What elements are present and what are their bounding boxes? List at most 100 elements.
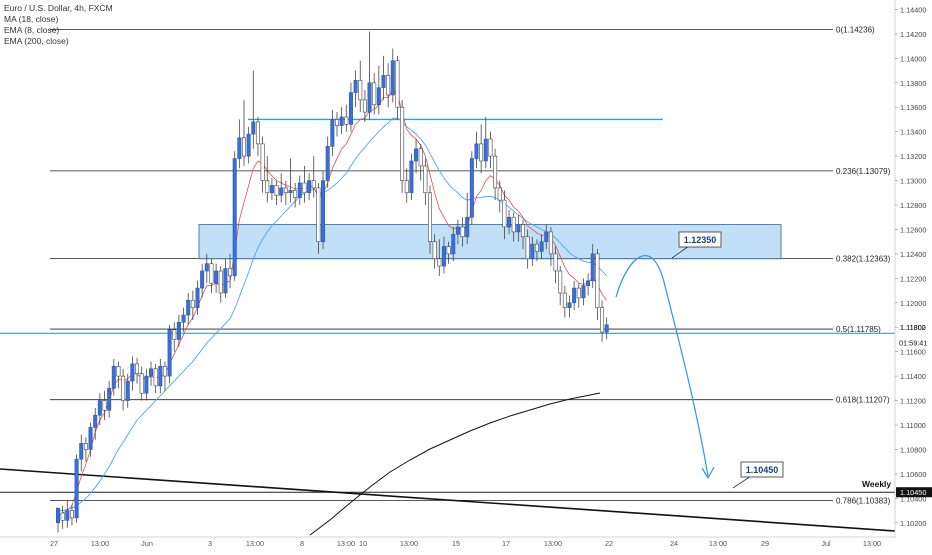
candle[interactable] [130, 356, 135, 391]
candle[interactable] [228, 253, 233, 289]
candle[interactable] [534, 239, 539, 262]
candle[interactable] [344, 104, 349, 132]
candle[interactable] [246, 126, 251, 164]
candle[interactable] [502, 190, 507, 240]
candle[interactable] [293, 183, 298, 208]
candle[interactable] [111, 359, 116, 396]
candle[interactable] [265, 156, 270, 203]
candle[interactable] [353, 70, 358, 108]
candle[interactable] [260, 136, 265, 193]
candle[interactable] [465, 192, 470, 245]
candle[interactable] [479, 124, 484, 174]
callout-lower[interactable]: 1.10450 [732, 461, 784, 489]
candle[interactable] [297, 175, 302, 205]
candle[interactable] [255, 117, 260, 157]
candle[interactable] [376, 65, 381, 115]
candle[interactable] [237, 119, 242, 169]
ema200-line[interactable] [309, 392, 601, 536]
candle[interactable] [562, 285, 567, 318]
candle[interactable] [158, 359, 163, 394]
candle[interactable] [279, 173, 284, 203]
candle[interactable] [55, 507, 60, 533]
legend-ema200[interactable]: EMA (200, close) [4, 36, 69, 46]
candle[interactable] [242, 99, 247, 166]
candle[interactable] [60, 505, 65, 529]
candle[interactable] [493, 148, 498, 201]
candle[interactable] [483, 117, 488, 169]
candle[interactable] [604, 317, 609, 340]
candle[interactable] [214, 263, 219, 293]
candle[interactable] [116, 361, 121, 389]
candle[interactable] [437, 239, 442, 276]
candle[interactable] [172, 322, 177, 352]
candle[interactable] [427, 185, 432, 254]
candle[interactable] [144, 368, 149, 401]
candle[interactable] [595, 249, 600, 320]
candle[interactable] [581, 278, 586, 306]
candle[interactable] [269, 178, 274, 201]
candle[interactable] [511, 212, 516, 242]
candle[interactable] [451, 227, 456, 262]
candle[interactable] [102, 390, 107, 421]
candle[interactable] [97, 393, 102, 425]
candle[interactable] [530, 236, 535, 267]
candle[interactable] [288, 158, 293, 203]
candle[interactable] [460, 217, 465, 247]
candle[interactable] [135, 357, 140, 384]
candle[interactable] [553, 246, 558, 284]
candle[interactable] [107, 381, 112, 418]
candle[interactable] [497, 180, 502, 213]
candle[interactable] [423, 158, 428, 205]
candle[interactable] [381, 55, 386, 100]
candle[interactable] [93, 407, 98, 440]
ma18-line[interactable] [58, 117, 608, 512]
candle[interactable] [223, 258, 228, 298]
candle[interactable] [474, 131, 479, 169]
candle[interactable] [204, 253, 209, 284]
legend-ma18[interactable]: MA (18, close) [4, 14, 59, 24]
candle[interactable] [334, 112, 339, 137]
candle[interactable] [200, 263, 205, 298]
candle[interactable] [311, 156, 316, 198]
candle[interactable] [153, 363, 158, 394]
candle[interactable] [274, 180, 279, 205]
candle[interactable] [69, 504, 74, 526]
candle[interactable] [590, 244, 595, 289]
candle[interactable] [576, 283, 581, 308]
candle[interactable] [209, 258, 214, 293]
candle[interactable] [548, 227, 553, 267]
candle[interactable] [232, 151, 237, 281]
candle[interactable] [65, 500, 70, 528]
candle[interactable] [390, 48, 395, 103]
candle[interactable] [400, 99, 405, 193]
candle[interactable] [139, 366, 144, 401]
candle[interactable] [567, 295, 572, 318]
candle[interactable] [83, 437, 88, 462]
candle[interactable] [432, 234, 437, 269]
candle[interactable] [525, 229, 530, 269]
candle[interactable] [362, 90, 367, 122]
weekly-price-tag[interactable] [896, 487, 932, 498]
candle[interactable] [586, 273, 591, 296]
candle[interactable] [186, 293, 191, 325]
candle[interactable] [539, 234, 544, 259]
candle[interactable] [488, 131, 493, 169]
candle[interactable] [446, 241, 451, 264]
candle[interactable] [176, 315, 181, 347]
trend-line[interactable] [0, 468, 896, 532]
candle[interactable] [339, 107, 344, 135]
candle[interactable] [367, 31, 372, 120]
candle[interactable] [330, 109, 335, 157]
candle[interactable] [395, 55, 400, 120]
candle[interactable] [316, 183, 321, 254]
candle[interactable] [544, 224, 549, 249]
candle[interactable] [572, 280, 577, 311]
candle[interactable] [125, 373, 130, 408]
callout-upper[interactable]: 1.12350 [671, 231, 722, 259]
candle[interactable] [414, 139, 419, 174]
ema8-line[interactable] [57, 89, 608, 516]
legend-ema8[interactable]: EMA (8, close) [4, 25, 60, 35]
candle[interactable] [121, 368, 126, 411]
candle[interactable] [600, 300, 605, 342]
